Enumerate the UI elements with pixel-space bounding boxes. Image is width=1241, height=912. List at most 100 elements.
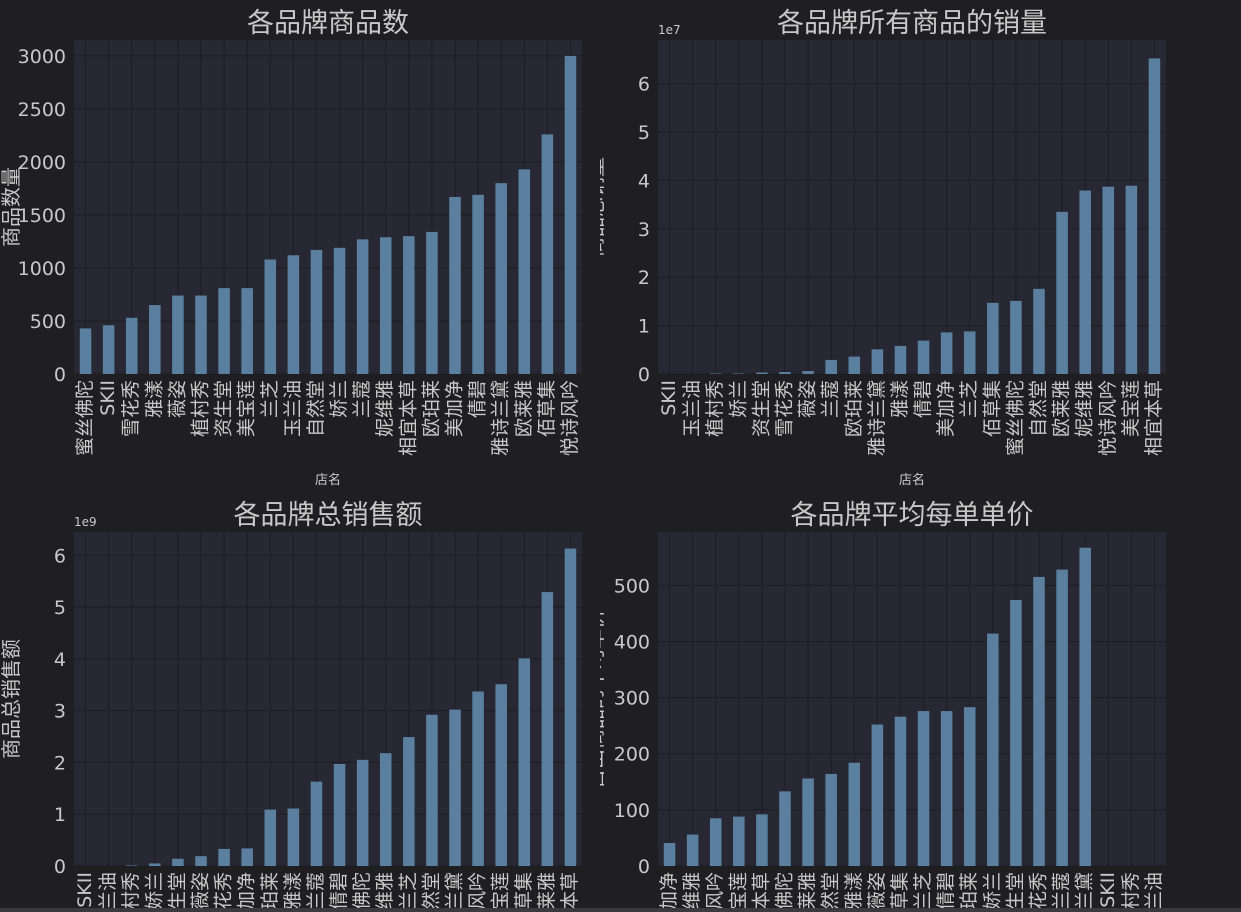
y-tick-label: 4 — [638, 170, 650, 192]
bar — [963, 331, 976, 374]
x-tick-label: 植村秀 — [1120, 872, 1142, 912]
y-tick-label: 500 — [614, 575, 650, 597]
x-tick-label: 欧珀莱 — [259, 872, 281, 912]
x-tick-label: 娇兰 — [328, 380, 350, 418]
x-tick-label: 娇兰 — [727, 380, 749, 418]
bar — [1010, 599, 1022, 866]
y-tick-label: 0 — [54, 856, 66, 878]
x-tick-label: 佰草集 — [889, 872, 911, 912]
x-tick-label: 美加净 — [935, 380, 957, 437]
bar — [825, 773, 837, 866]
bar — [310, 781, 323, 866]
y-tick-label: 3000 — [18, 46, 66, 68]
bar — [149, 863, 161, 866]
chart-average-unit-price: 0 100 200 300 400 500 美加净 妮维雅 悦诗风吟 美宝莲 相宜本草 蜜丝佛陀 欧莱雅… — [600, 492, 1241, 912]
bar — [241, 848, 253, 866]
chart-total-revenue: 0 1 2 3 4 5 6 SKII 玉兰油 植村秀 娇兰 资生堂 薇姿 雪花秀 美加净 欧珀莱 雅漾 兰蔻 倩碧蜜… — [0, 492, 600, 912]
x-tick-label: 玉兰油 — [97, 872, 119, 912]
x-tick-label: 欧莱雅 — [536, 872, 558, 912]
bar — [779, 791, 791, 866]
y-axis-label: 商品数量 — [0, 167, 23, 247]
bar — [1033, 288, 1045, 374]
y-tick-label: 2500 — [18, 99, 66, 121]
bar — [1125, 185, 1138, 374]
bar — [495, 684, 507, 866]
bar — [356, 759, 369, 866]
x-tick-label: 美宝莲 — [490, 872, 512, 912]
x-tick-label: 雅诗兰黛 — [866, 380, 888, 456]
x-tick-label: 美宝莲 — [1120, 380, 1142, 437]
bar — [310, 249, 323, 374]
bar — [779, 372, 791, 374]
x-tick-label: 植村秀 — [704, 380, 726, 437]
x-tick-label: 兰芝 — [259, 380, 281, 418]
x-tick-label: 资生堂 — [750, 380, 772, 437]
x-axis-label: 店名 — [315, 472, 341, 488]
x-tick-label: 自然堂 — [820, 872, 842, 912]
bar — [333, 763, 346, 866]
x-tick-label: 相宜本草 — [397, 380, 419, 456]
chart-svg: 0 1 2 3 4 5 6 SKII 玉兰油 植村秀 娇兰 资生堂 薇姿 雪花秀 美加净 欧珀莱 雅漾 兰蔻 倩碧蜜… — [0, 500, 582, 912]
y-tick-label: 2000 — [18, 152, 66, 174]
y-tick-label: 0 — [54, 364, 66, 386]
bar — [564, 55, 577, 375]
x-tick-label: 自然堂 — [420, 872, 442, 912]
chart-product-count: 0 500 1000 1500 2000 2500 3000 蜜丝佛陀 SKII 雪花秀 雅漾 薇姿植… — [0, 0, 600, 492]
x-tick-label: 悦诗风吟 — [704, 872, 726, 912]
x-tick-label: 美加净 — [658, 872, 680, 912]
x-tick-label: 雅诗兰黛 — [444, 872, 466, 912]
bar — [472, 194, 484, 374]
bar — [917, 340, 930, 374]
bar — [1056, 569, 1068, 866]
bar — [686, 834, 699, 866]
x-tick-label: SKII — [658, 380, 680, 416]
chart-title: 各品牌平均每单单价 — [791, 500, 1034, 531]
bar — [172, 858, 184, 866]
bar — [518, 169, 531, 374]
x-tick-label: 雅漾 — [143, 380, 165, 418]
bar — [1010, 300, 1022, 374]
bottom-divider — [0, 908, 1241, 912]
bar — [733, 816, 745, 866]
x-tick-label: 欧珀莱 — [420, 380, 442, 437]
y-tick-label: 300 — [614, 688, 650, 710]
x-tick-label: 自然堂 — [1028, 380, 1050, 437]
x-tick-label: 相宜本草 — [750, 872, 772, 912]
bar — [426, 231, 438, 374]
x-tick-label: 薇姿 — [797, 380, 819, 418]
bar — [848, 356, 861, 374]
x-tick-label: 兰芝 — [912, 872, 934, 910]
bar — [102, 325, 115, 374]
y-tick-label: 400 — [614, 631, 650, 653]
x-tick-label: SKII — [74, 872, 96, 908]
x-tick-label: 蜜丝佛陀 — [74, 380, 96, 456]
y-tick-label: 2 — [638, 267, 650, 289]
bar — [472, 691, 484, 866]
bar — [449, 709, 461, 866]
x-tick-label: 相宜本草 — [559, 872, 581, 912]
y-axis-label: 商品总销售额 — [0, 639, 23, 759]
bar — [195, 856, 207, 866]
bar — [541, 134, 554, 374]
bar — [987, 302, 999, 374]
bar — [894, 345, 907, 374]
chart-svg: 0 500 1000 1500 2000 2500 3000 蜜丝佛陀 SKII 雪花秀 雅漾 薇姿植… — [0, 8, 582, 488]
bar — [1079, 547, 1091, 866]
x-tick-label: 雪花秀 — [120, 380, 142, 437]
bar — [564, 548, 577, 866]
bar — [1102, 186, 1115, 374]
bar — [333, 247, 346, 374]
x-tick-label: 欧莱雅 — [513, 380, 535, 437]
bar — [802, 778, 814, 866]
x-tick-label: 资生堂 — [166, 872, 188, 912]
bar — [403, 236, 415, 374]
x-tick-label: 倩碧 — [912, 380, 934, 418]
bar — [218, 288, 230, 374]
bar — [963, 707, 976, 866]
bar — [218, 848, 230, 866]
bar — [663, 842, 676, 866]
bar — [449, 196, 461, 374]
x-tick-label: 雅漾 — [889, 380, 911, 418]
bar — [1056, 211, 1068, 374]
x-tick-label: 妮维雅 — [681, 872, 703, 912]
